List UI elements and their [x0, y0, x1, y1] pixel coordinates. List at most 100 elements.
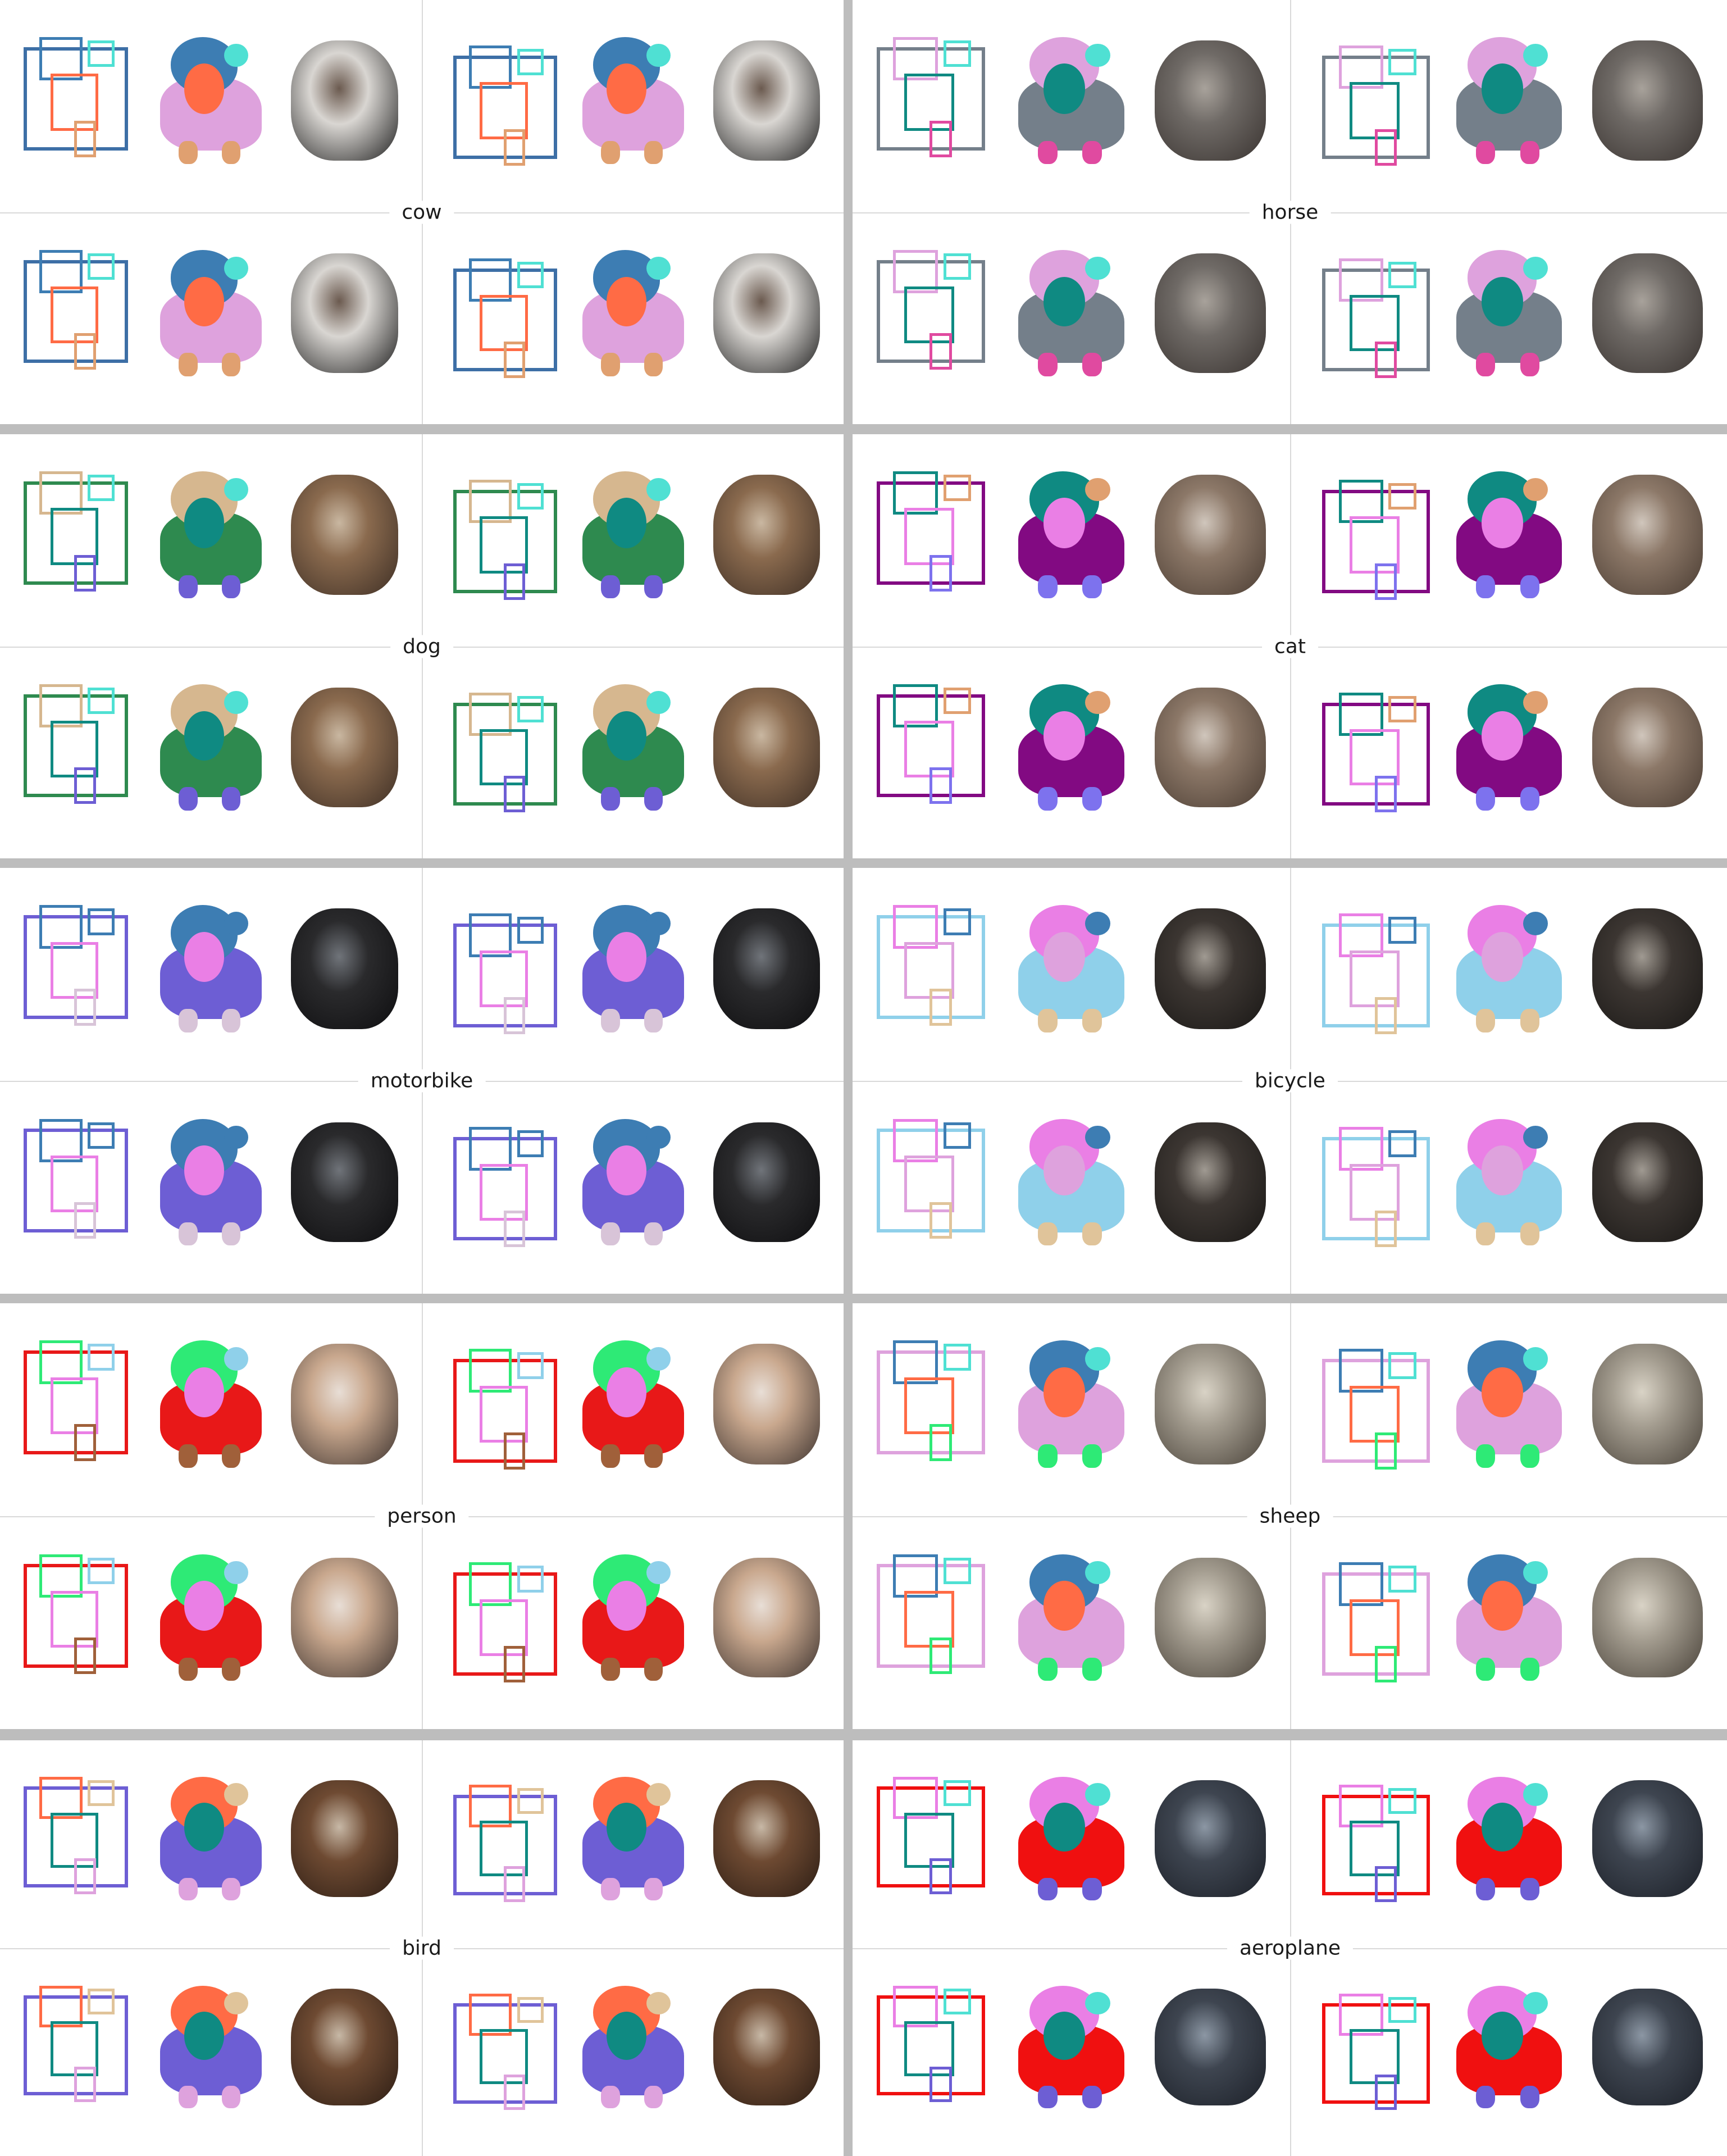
sample — [433, 665, 833, 830]
mask-part — [1082, 1009, 1102, 1033]
generated-image — [1578, 1966, 1717, 2128]
bounding-box — [1374, 341, 1397, 378]
bounding-box — [480, 516, 528, 574]
mask-part — [606, 498, 647, 548]
bbox-layout — [10, 451, 144, 618]
sample — [863, 230, 1280, 396]
category-label: aeroplane — [1227, 1936, 1354, 1960]
mask-part — [1043, 931, 1086, 983]
mask-part — [1481, 1145, 1523, 1196]
bounding-box — [893, 1985, 938, 2028]
segmentation-mask — [1002, 1534, 1141, 1701]
segmentation-mask — [1440, 1320, 1579, 1488]
mask-part — [224, 1125, 249, 1149]
bbox-layout — [1301, 665, 1440, 830]
generated-image — [278, 1966, 412, 2128]
generated-object — [1155, 253, 1266, 373]
mask-part — [1475, 140, 1496, 165]
mask-part — [1038, 1222, 1058, 1246]
generated-object — [1155, 1989, 1266, 2105]
bbox-layout — [1301, 1534, 1440, 1701]
bounding-box — [39, 250, 83, 294]
row-separator — [0, 424, 1727, 434]
category-label: bird — [390, 1936, 454, 1960]
generated-image — [1578, 1757, 1717, 1920]
bounding-box — [88, 1780, 115, 1806]
bbox-layout — [1301, 17, 1440, 184]
segmentation-mask — [144, 1757, 277, 1920]
mask-part — [221, 1009, 240, 1033]
mask-part — [1085, 477, 1110, 502]
segmentation-mask — [144, 451, 277, 618]
mask-part — [1082, 787, 1102, 811]
sample — [863, 17, 1280, 184]
generated-object — [1155, 688, 1266, 807]
bbox-layout — [863, 1099, 1002, 1266]
panel-horse: horse — [853, 0, 1727, 424]
generated-object — [713, 1343, 821, 1465]
bounding-box — [88, 253, 115, 280]
mask-part — [1475, 1009, 1496, 1033]
bbox-layout — [863, 885, 1002, 1053]
segmentation-mask — [144, 230, 277, 396]
bounding-box — [480, 2029, 528, 2085]
mask-part — [224, 691, 249, 715]
mask-part — [221, 1877, 240, 1901]
mask-part — [179, 353, 198, 376]
segmentation-mask — [144, 885, 277, 1053]
mask-part — [1082, 575, 1102, 599]
segmentation-mask — [144, 1534, 277, 1701]
bbox-layout — [863, 665, 1002, 830]
generated-image — [1578, 1320, 1717, 1488]
mask-part — [601, 1009, 620, 1033]
category-label: cat — [1262, 635, 1318, 658]
generated-image — [1578, 885, 1717, 1053]
generated-image — [1141, 230, 1280, 396]
segmentation-mask — [1002, 451, 1141, 618]
mask-part — [1523, 1992, 1548, 2015]
bounding-box — [1374, 129, 1397, 166]
panel-dog: dog — [0, 434, 844, 858]
mask-part — [1038, 787, 1058, 811]
mask-part — [1475, 1222, 1496, 1246]
bounding-box — [88, 40, 115, 67]
segmentation-mask — [1002, 1320, 1141, 1488]
generated-image — [1578, 451, 1717, 618]
bounding-box — [469, 1348, 512, 1393]
generated-object — [1155, 1122, 1266, 1243]
generated-object — [1155, 908, 1266, 1030]
sample — [1301, 1966, 1717, 2128]
bounding-box — [517, 1996, 544, 2023]
mask-part — [606, 1581, 647, 1631]
mask-part — [1043, 276, 1086, 327]
bounding-box — [893, 1554, 938, 1598]
generated-image — [1141, 1966, 1280, 2128]
sample-cell — [863, 1320, 1280, 1488]
panel-motorbike: motorbike — [0, 868, 844, 1294]
bbox-layout — [863, 1966, 1002, 2128]
bbox-layout — [1301, 1966, 1440, 2128]
bounding-box — [503, 1210, 525, 1248]
bbox-layout — [433, 1966, 567, 2128]
generated-image — [700, 17, 833, 184]
bounding-box — [1374, 563, 1397, 601]
bounding-box — [943, 1122, 972, 1149]
mask-part — [646, 1992, 671, 2015]
sample-cell — [1301, 451, 1717, 618]
bbox-layout — [433, 1320, 567, 1488]
bbox-layout — [10, 17, 144, 184]
bbox-layout — [10, 1757, 144, 1920]
bounding-box — [503, 341, 525, 378]
generated-object — [1592, 908, 1703, 1030]
mask-part — [601, 140, 620, 165]
mask-part — [1043, 2011, 1086, 2061]
generated-image — [278, 230, 412, 396]
bounding-box — [1338, 1993, 1383, 2036]
bbox-layout — [863, 451, 1002, 618]
sample — [1301, 451, 1717, 618]
bounding-box — [1374, 1866, 1397, 1903]
mask-part — [1481, 931, 1523, 983]
mask-part — [1085, 911, 1110, 935]
column-separator — [844, 0, 853, 2156]
sample — [863, 1320, 1280, 1488]
